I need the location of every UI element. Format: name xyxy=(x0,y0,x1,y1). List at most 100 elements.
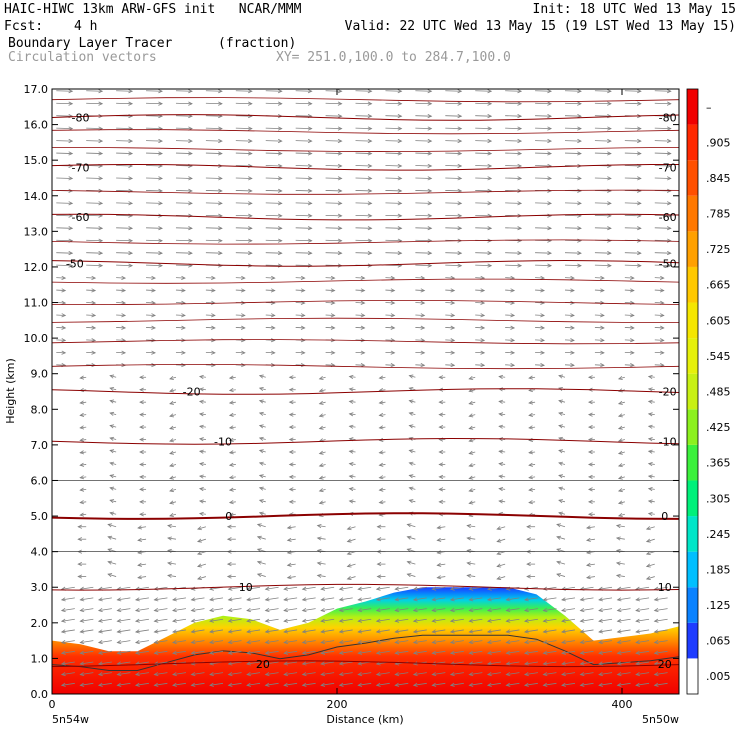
circulation-vector xyxy=(378,412,386,418)
circulation-vector xyxy=(265,325,276,330)
circulation-vector xyxy=(587,375,595,380)
circulation-vector xyxy=(172,608,187,613)
circulation-vector xyxy=(325,313,336,318)
circulation-vector xyxy=(624,176,642,181)
isotherm-line xyxy=(51,278,680,284)
circulation-vector xyxy=(445,363,456,368)
circulation-vector xyxy=(535,114,553,119)
circulation-vector xyxy=(56,101,74,106)
circulation-vector xyxy=(355,238,373,243)
circulation-vector xyxy=(505,238,523,243)
circulation-vector xyxy=(265,300,276,305)
circulation-vector xyxy=(523,608,538,613)
circulation-vector xyxy=(468,438,476,443)
xy-label: XY= 251.0,100.0 to 284.7,100.0 xyxy=(276,50,511,65)
circulation-vector xyxy=(79,650,94,655)
circulation-vector xyxy=(325,226,343,231)
circulation-vector xyxy=(97,682,112,687)
circulation-vector xyxy=(415,176,433,181)
model-title: HAIC-HIWC 13km ARW-GFS init NCAR/MMM xyxy=(4,2,302,17)
circulation-vector xyxy=(109,486,117,491)
circulation-vector xyxy=(246,682,261,687)
circulation-vector xyxy=(198,511,206,516)
circulation-vector xyxy=(56,89,74,94)
circulation-vector xyxy=(556,535,566,540)
circulation-vector xyxy=(79,672,94,677)
circulation-vector xyxy=(107,560,117,565)
circulation-vector xyxy=(445,101,463,106)
colorbar-label: – xyxy=(706,101,712,114)
circulation-vector xyxy=(146,201,163,206)
circulation-vector xyxy=(246,586,261,591)
circulation-vector xyxy=(564,188,582,193)
circulation-vector xyxy=(77,537,87,542)
circulation-vector xyxy=(258,424,266,429)
circulation-vector xyxy=(316,561,326,566)
circulation-vector xyxy=(378,487,386,492)
circulation-vector xyxy=(56,275,67,280)
circulation-vector xyxy=(647,486,655,492)
circulation-vector xyxy=(172,629,187,634)
circulation-vector xyxy=(228,500,236,505)
circulation-vector xyxy=(209,618,224,623)
circulation-vector xyxy=(116,201,134,206)
circulation-vector xyxy=(288,412,296,417)
circulation-vector xyxy=(564,114,582,119)
circulation-vector xyxy=(438,412,446,417)
circulation-vector xyxy=(139,474,147,479)
circulation-vector xyxy=(79,400,87,405)
circulation-vector xyxy=(654,288,665,293)
circulation-vector xyxy=(415,238,433,243)
circulation-vector xyxy=(498,486,506,492)
circulation-vector xyxy=(624,338,635,343)
circulation-vector xyxy=(535,226,553,231)
circulation-vector xyxy=(505,151,523,156)
circulation-vector xyxy=(338,597,353,602)
circulation-vector xyxy=(146,275,156,280)
circulation-vector xyxy=(647,474,655,479)
circulation-vector xyxy=(265,138,283,144)
circulation-vector xyxy=(505,629,520,634)
circulation-vector xyxy=(169,375,177,380)
circulation-vector xyxy=(564,126,582,131)
circulation-vector xyxy=(246,672,261,677)
circulation-vector xyxy=(295,263,313,268)
circulation-vector xyxy=(175,201,193,206)
circulation-vector xyxy=(139,487,147,492)
circulation-vector xyxy=(169,400,177,405)
circulation-vector xyxy=(624,263,642,268)
circulation-vector xyxy=(498,424,506,429)
circulation-vector xyxy=(209,597,224,602)
circulation-vector xyxy=(505,597,520,602)
circulation-vector xyxy=(190,629,205,634)
circulation-vector xyxy=(445,251,463,256)
circulation-vector xyxy=(301,650,316,655)
circulation-vector xyxy=(235,251,253,256)
circulation-vector xyxy=(153,608,168,613)
circulation-vector xyxy=(60,629,75,634)
circulation-vector xyxy=(169,500,177,505)
circulation-vector xyxy=(561,672,576,677)
circulation-vector xyxy=(594,138,612,144)
circulation-vector xyxy=(348,449,356,454)
isotherm-10 xyxy=(51,583,680,591)
circulation-vector xyxy=(624,101,642,106)
circulation-vector xyxy=(587,449,595,455)
circulation-vector xyxy=(496,538,506,543)
circulation-vector xyxy=(617,500,625,505)
circulation-vector xyxy=(624,126,642,131)
circulation-vector xyxy=(505,226,523,231)
circulation-vector xyxy=(198,499,206,504)
isotherm-label: -20 xyxy=(659,386,677,399)
circulation-vector xyxy=(283,618,298,623)
circulation-vector xyxy=(654,275,665,280)
circulation-vector xyxy=(505,163,523,168)
circulation-vector xyxy=(653,682,668,687)
circulation-vector xyxy=(56,251,74,256)
circulation-vector xyxy=(561,661,576,666)
circulation-vector xyxy=(624,89,642,94)
circulation-vector xyxy=(175,325,186,330)
circulation-vector xyxy=(635,608,650,613)
isotherm-label: -50 xyxy=(659,257,677,270)
circulation-vector xyxy=(394,672,409,677)
